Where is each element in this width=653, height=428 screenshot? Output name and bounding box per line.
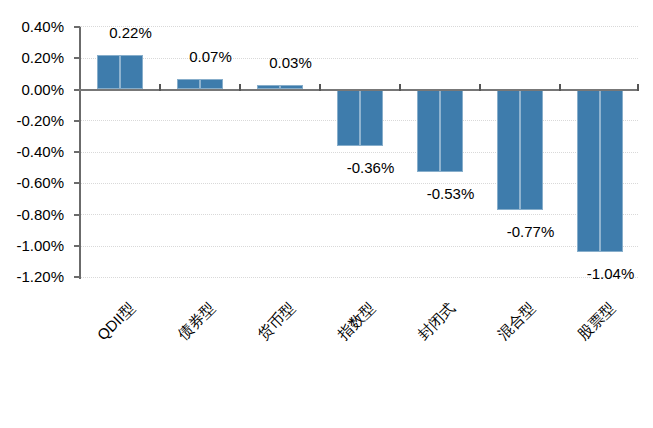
x-axis-tick	[559, 84, 561, 91]
bar-data-label: -0.53%	[409, 185, 493, 203]
bar-highlight-divider	[199, 80, 201, 89]
bar-data-label: 0.22%	[89, 24, 173, 42]
bar-highlight-divider	[359, 91, 361, 145]
x-axis-tick	[239, 84, 241, 91]
y-axis-label: -1.20%	[0, 268, 64, 286]
x-axis-tick	[159, 84, 161, 91]
x-axis-tick	[399, 84, 401, 91]
bar-data-label: -1.04%	[569, 265, 653, 283]
y-axis-line	[79, 27, 81, 279]
gridline	[80, 152, 638, 153]
bar-data-label: -0.77%	[489, 223, 573, 241]
bar	[337, 90, 383, 146]
y-axis-label: 0.40%	[0, 18, 64, 36]
fund-returns-bar-chart: 0.40% 0.20% 0.00% -0.20% -0.40% -0.60% -0.80% -…	[0, 0, 653, 428]
gridline	[80, 246, 638, 247]
bar-highlight-divider	[439, 91, 441, 172]
x-axis-tick	[479, 84, 481, 91]
bar-highlight-divider	[599, 91, 601, 252]
bar-data-label: -0.36%	[329, 159, 413, 177]
gridline	[80, 183, 638, 184]
x-axis-line	[79, 89, 638, 91]
x-axis-tick	[319, 84, 321, 91]
y-axis-label: -0.40%	[0, 143, 64, 161]
bar	[497, 90, 543, 211]
gridline	[80, 214, 638, 215]
gridline	[80, 58, 638, 59]
y-axis-label: 0.00%	[0, 81, 64, 99]
bar-highlight-divider	[119, 56, 121, 88]
y-axis-label: -0.60%	[0, 174, 64, 192]
y-axis-label: -0.80%	[0, 206, 64, 224]
y-axis-label: -0.20%	[0, 112, 64, 130]
bar-data-label: 0.03%	[249, 54, 333, 72]
bar	[97, 55, 143, 89]
bar	[417, 90, 463, 173]
x-axis-end-tick	[637, 84, 639, 91]
y-axis-label: 0.20%	[0, 49, 64, 67]
gridline	[80, 277, 638, 278]
bar-data-label: 0.07%	[169, 48, 253, 66]
bar-highlight-divider	[519, 91, 521, 210]
bar	[577, 90, 623, 253]
y-axis-label: -1.00%	[0, 237, 64, 255]
